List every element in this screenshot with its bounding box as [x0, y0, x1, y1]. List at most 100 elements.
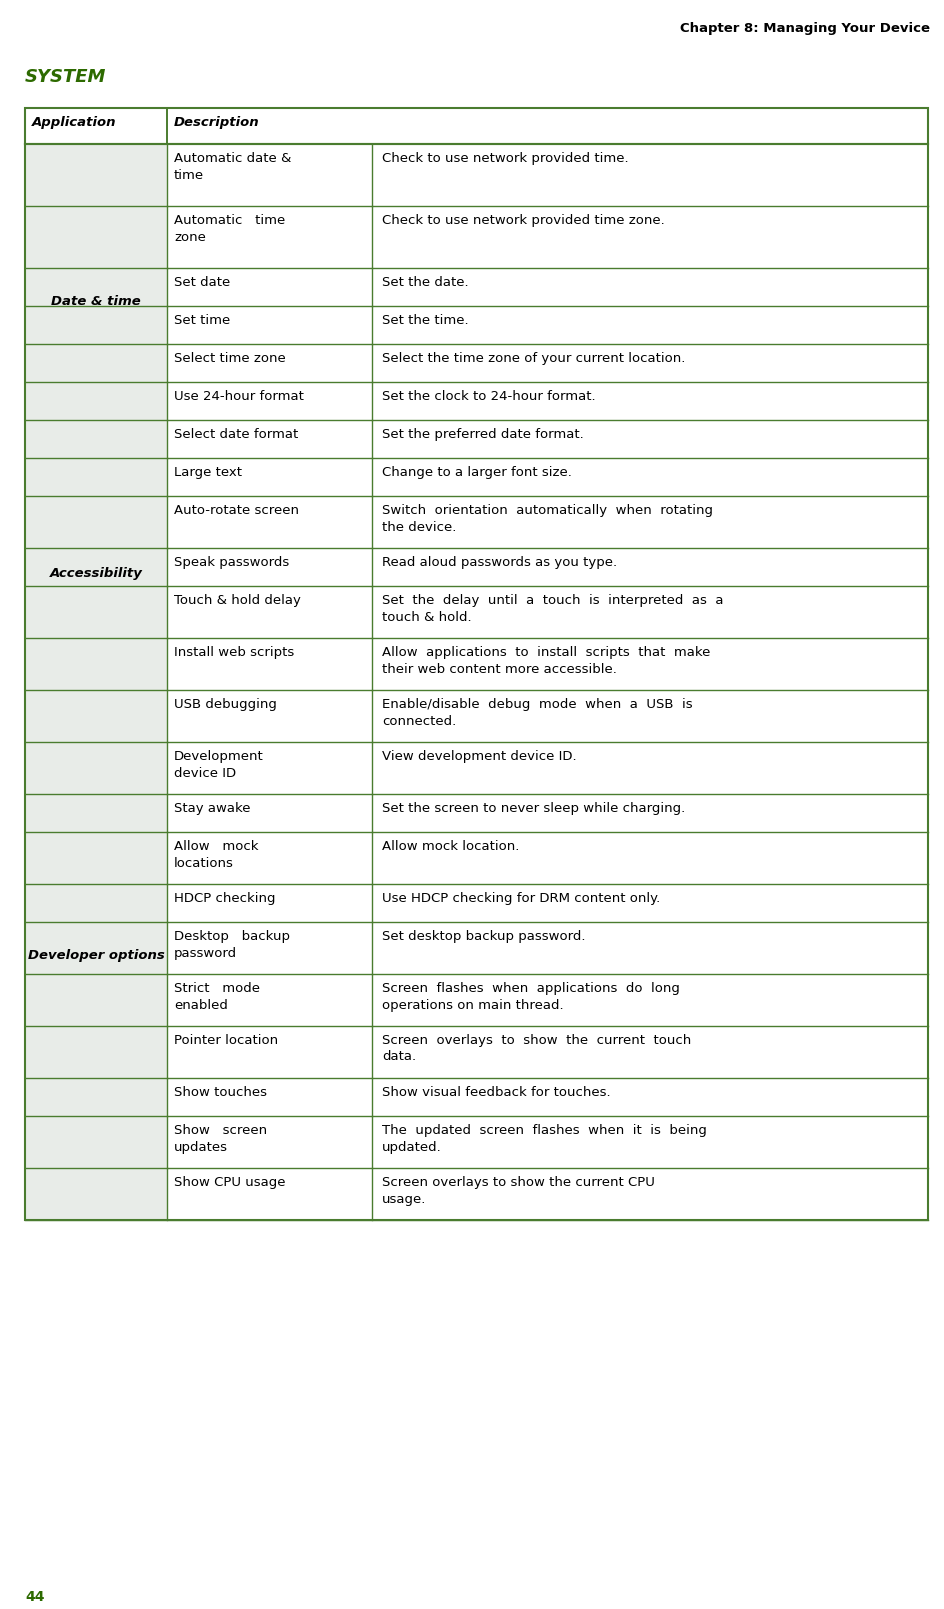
- Bar: [372, 549, 927, 586]
- Bar: [167, 1117, 372, 1168]
- Text: Enable/disable  debug  mode  when  a  USB  is
connected.: Enable/disable debug mode when a USB is …: [381, 698, 692, 727]
- Bar: [167, 742, 372, 793]
- Text: 44: 44: [25, 1590, 44, 1604]
- Text: Allow mock location.: Allow mock location.: [381, 840, 519, 853]
- Bar: [167, 381, 372, 420]
- Bar: [372, 832, 927, 883]
- Text: Set the screen to never sleep while charging.: Set the screen to never sleep while char…: [381, 801, 684, 816]
- Bar: [167, 973, 372, 1027]
- Text: Screen  overlays  to  show  the  current  touch
data.: Screen overlays to show the current touc…: [381, 1035, 690, 1064]
- Bar: [372, 1168, 927, 1220]
- Text: Set  the  delay  until  a  touch  is  interpreted  as  a
touch & hold.: Set the delay until a touch is interpret…: [381, 594, 723, 624]
- Bar: [372, 459, 927, 496]
- Text: Switch  orientation  automatically  when  rotating
the device.: Switch orientation automatically when ro…: [381, 504, 712, 534]
- Text: Set the clock to 24-hour format.: Set the clock to 24-hour format.: [381, 389, 595, 402]
- Text: Speak passwords: Speak passwords: [174, 557, 289, 570]
- Text: Pointer location: Pointer location: [174, 1035, 278, 1047]
- Text: Large text: Large text: [174, 467, 242, 479]
- Bar: [25, 108, 927, 1220]
- Bar: [167, 832, 372, 883]
- Text: Development
device ID: Development device ID: [174, 750, 263, 779]
- Text: Select the time zone of your current location.: Select the time zone of your current loc…: [381, 352, 684, 365]
- Bar: [167, 206, 372, 269]
- Text: Show visual feedback for touches.: Show visual feedback for touches.: [381, 1086, 610, 1099]
- Text: SYSTEM: SYSTEM: [25, 68, 107, 85]
- Text: Show touches: Show touches: [174, 1086, 267, 1099]
- Bar: [25, 459, 167, 690]
- Text: Chapter 8: Managing Your Device: Chapter 8: Managing Your Device: [680, 23, 929, 35]
- Bar: [372, 690, 927, 742]
- Text: Stay awake: Stay awake: [174, 801, 250, 816]
- Text: Strict   mode
enabled: Strict mode enabled: [174, 981, 260, 1012]
- Text: Screen overlays to show the current CPU
usage.: Screen overlays to show the current CPU …: [381, 1176, 654, 1205]
- Bar: [372, 922, 927, 973]
- Text: Application: Application: [32, 116, 116, 129]
- Text: Desktop   backup
password: Desktop backup password: [174, 930, 290, 959]
- Bar: [372, 269, 927, 306]
- Text: Allow  applications  to  install  scripts  that  make
their web content more acc: Allow applications to install scripts th…: [381, 645, 710, 676]
- Bar: [372, 206, 927, 269]
- Bar: [167, 690, 372, 742]
- Text: Set the preferred date format.: Set the preferred date format.: [381, 428, 583, 441]
- Bar: [372, 344, 927, 381]
- Text: Select date format: Select date format: [174, 428, 298, 441]
- Bar: [167, 269, 372, 306]
- Text: View development device ID.: View development device ID.: [381, 750, 576, 763]
- Bar: [167, 344, 372, 381]
- Text: The  updated  screen  flashes  when  it  is  being
updated.: The updated screen flashes when it is be…: [381, 1125, 706, 1154]
- Text: Check to use network provided time.: Check to use network provided time.: [381, 151, 628, 166]
- Bar: [372, 496, 927, 549]
- Bar: [372, 306, 927, 344]
- Bar: [167, 793, 372, 832]
- Text: Use HDCP checking for DRM content only.: Use HDCP checking for DRM content only.: [381, 891, 660, 904]
- Bar: [372, 973, 927, 1027]
- Bar: [167, 922, 372, 973]
- Bar: [25, 690, 167, 1220]
- Bar: [372, 586, 927, 639]
- Text: Check to use network provided time zone.: Check to use network provided time zone.: [381, 214, 664, 227]
- Text: Screen  flashes  when  applications  do  long
operations on main thread.: Screen flashes when applications do long…: [381, 981, 679, 1012]
- Bar: [167, 1168, 372, 1220]
- Bar: [372, 1117, 927, 1168]
- Text: Select time zone: Select time zone: [174, 352, 285, 365]
- Bar: [167, 1078, 372, 1117]
- Text: Read aloud passwords as you type.: Read aloud passwords as you type.: [381, 557, 616, 570]
- Bar: [372, 1027, 927, 1078]
- Text: Auto-rotate screen: Auto-rotate screen: [174, 504, 298, 516]
- Text: HDCP checking: HDCP checking: [174, 891, 276, 904]
- Text: Use 24-hour format: Use 24-hour format: [174, 389, 304, 402]
- Bar: [372, 1078, 927, 1117]
- Bar: [167, 459, 372, 496]
- Text: Change to a larger font size.: Change to a larger font size.: [381, 467, 571, 479]
- Text: Show CPU usage: Show CPU usage: [174, 1176, 285, 1189]
- Bar: [25, 108, 927, 143]
- Bar: [25, 143, 167, 459]
- Bar: [25, 108, 927, 1220]
- Bar: [372, 143, 927, 206]
- Bar: [167, 306, 372, 344]
- Text: Set the time.: Set the time.: [381, 314, 468, 327]
- Bar: [372, 420, 927, 459]
- Bar: [167, 883, 372, 922]
- Bar: [167, 420, 372, 459]
- Bar: [167, 549, 372, 586]
- Bar: [167, 143, 372, 206]
- Text: Automatic date &
time: Automatic date & time: [174, 151, 291, 182]
- Bar: [167, 639, 372, 690]
- Text: Show   screen
updates: Show screen updates: [174, 1125, 267, 1154]
- Bar: [372, 639, 927, 690]
- Text: Description: Description: [174, 116, 260, 129]
- Text: Set time: Set time: [174, 314, 230, 327]
- Text: Date & time: Date & time: [51, 294, 141, 307]
- Bar: [372, 381, 927, 420]
- Bar: [167, 586, 372, 639]
- Text: Set date: Set date: [174, 277, 230, 290]
- Text: Install web scripts: Install web scripts: [174, 645, 294, 660]
- Bar: [372, 742, 927, 793]
- Bar: [167, 496, 372, 549]
- Bar: [372, 883, 927, 922]
- Text: Developer options: Developer options: [27, 948, 164, 962]
- Text: Touch & hold delay: Touch & hold delay: [174, 594, 300, 607]
- Text: Set the date.: Set the date.: [381, 277, 468, 290]
- Bar: [372, 793, 927, 832]
